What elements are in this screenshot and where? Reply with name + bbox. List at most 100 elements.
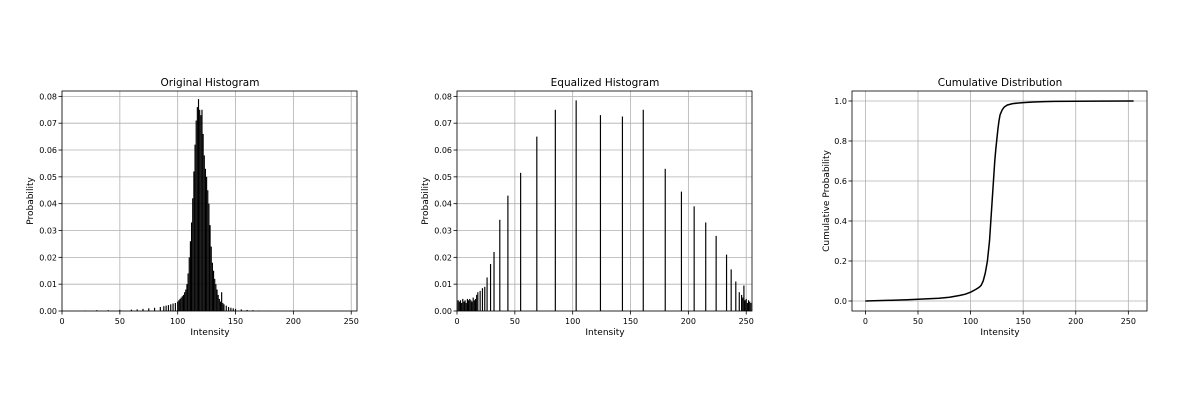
y-tick-label: 0.00 bbox=[434, 307, 452, 316]
histogram-bar bbox=[743, 285, 745, 311]
y-tick-label: 0.07 bbox=[39, 119, 57, 128]
histogram-bar bbox=[476, 294, 478, 311]
axes-frame bbox=[456, 90, 753, 312]
histogram-bar bbox=[599, 115, 602, 312]
histogram-bar bbox=[172, 303, 174, 311]
histogram-bar bbox=[459, 300, 462, 311]
histogram-bar bbox=[119, 309, 121, 311]
histogram-bar bbox=[461, 302, 463, 311]
histogram-bar bbox=[130, 309, 132, 311]
histogram-bar bbox=[554, 109, 556, 311]
histogram-bar bbox=[470, 300, 472, 311]
y-tick-label: 0.01 bbox=[434, 280, 452, 289]
histogram-bar bbox=[136, 309, 138, 311]
x-tick-label: 50 bbox=[510, 317, 520, 326]
histogram-bar bbox=[746, 302, 748, 311]
histogram-bar bbox=[215, 284, 217, 311]
x-tick-label: 100 bbox=[565, 317, 580, 326]
histogram-bar bbox=[479, 290, 481, 311]
histogram-bar bbox=[465, 302, 467, 311]
histogram-bar bbox=[96, 310, 98, 311]
histogram-bar bbox=[642, 109, 644, 311]
x-tick-label: 0 bbox=[454, 317, 459, 326]
histogram-bar bbox=[252, 310, 254, 311]
histogram-bar bbox=[202, 133, 204, 311]
histogram-bar bbox=[181, 296, 183, 311]
histogram-bar bbox=[507, 195, 509, 311]
y-tick-label: 0.02 bbox=[39, 253, 57, 262]
histogram-bar bbox=[210, 246, 212, 311]
axes-frame bbox=[851, 90, 1148, 312]
y-tick-label: 0.05 bbox=[39, 173, 57, 182]
histogram-bar bbox=[216, 289, 218, 311]
histogram-bar bbox=[222, 302, 224, 311]
histogram-bar bbox=[190, 222, 193, 311]
histogram-bar bbox=[664, 168, 666, 311]
histogram-bar bbox=[474, 298, 477, 311]
histogram-bar bbox=[195, 120, 197, 311]
histogram-bar bbox=[203, 155, 205, 311]
cdf-line bbox=[865, 100, 1134, 302]
x-tick-label: 0 bbox=[59, 317, 64, 326]
histogram-bar bbox=[208, 203, 210, 311]
x-tick-label: 100 bbox=[170, 317, 185, 326]
histogram-bar bbox=[725, 254, 728, 311]
panel-title: Equalized Histogram bbox=[551, 77, 660, 89]
histogram-bar bbox=[188, 257, 190, 311]
axes-frame bbox=[61, 90, 358, 312]
panel-title: Original Histogram bbox=[161, 77, 260, 89]
panel-cumulative-distribution: Cumulative Distribution Intensity Cumula… bbox=[822, 77, 1148, 338]
histogram-bar bbox=[471, 301, 473, 311]
histogram-bar bbox=[211, 262, 213, 311]
histogram-bar bbox=[214, 278, 216, 311]
histogram-bar bbox=[472, 297, 474, 311]
y-tick-label: 0.08 bbox=[39, 92, 57, 101]
histogram-bar bbox=[499, 219, 501, 311]
histogram-bar bbox=[184, 292, 186, 311]
histogram-bar bbox=[747, 300, 750, 311]
histogram-bar bbox=[165, 305, 167, 311]
histogram-bar bbox=[466, 298, 468, 311]
histogram-bar bbox=[493, 251, 495, 311]
histogram-bar bbox=[148, 308, 150, 311]
histogram-bar bbox=[107, 310, 109, 311]
histogram-bar bbox=[744, 300, 746, 311]
y-tick-label: 0.04 bbox=[39, 200, 57, 209]
histogram-bar bbox=[177, 301, 179, 311]
histogram-bar bbox=[464, 300, 466, 311]
histogram-bar bbox=[458, 301, 460, 311]
x-tick-label: 250 bbox=[344, 317, 359, 326]
histogram-bar bbox=[228, 306, 230, 311]
histogram-bar bbox=[197, 99, 200, 311]
histogram-bar bbox=[520, 172, 522, 311]
histogram-bar bbox=[212, 270, 215, 311]
histogram-bar bbox=[187, 273, 189, 311]
histogram-bar bbox=[185, 289, 187, 311]
y-tick-label: 0.03 bbox=[39, 227, 57, 236]
y-tick-label: 0.08 bbox=[434, 92, 452, 101]
x-axis-label: Intensity bbox=[190, 328, 230, 338]
histogram-bar bbox=[178, 300, 180, 311]
histogram-bar bbox=[463, 301, 465, 311]
histogram-bar bbox=[159, 306, 161, 311]
y-axis-label: Probability bbox=[421, 177, 431, 225]
histogram-bar bbox=[194, 144, 196, 311]
histogram-bar bbox=[199, 109, 201, 311]
y-tick-label: 0.07 bbox=[434, 119, 452, 128]
histogram-bar bbox=[201, 109, 203, 311]
y-tick-label: 0.0 bbox=[834, 297, 847, 306]
x-tick-label: 150 bbox=[623, 317, 638, 326]
histogram-bar bbox=[745, 298, 747, 311]
x-tick-label: 200 bbox=[681, 317, 696, 326]
y-tick-label: 0.04 bbox=[434, 200, 452, 209]
histogram-bar bbox=[206, 176, 208, 311]
histogram-bar bbox=[193, 171, 195, 311]
histogram-bar bbox=[246, 309, 248, 311]
histogram-bar bbox=[218, 298, 220, 311]
y-tick-label: 0.02 bbox=[434, 253, 452, 262]
histogram-bar bbox=[153, 307, 156, 311]
x-tick-label: 250 bbox=[1121, 317, 1136, 326]
panel-title: Cumulative Distribution bbox=[938, 77, 1063, 89]
histogram-bar bbox=[232, 308, 234, 311]
